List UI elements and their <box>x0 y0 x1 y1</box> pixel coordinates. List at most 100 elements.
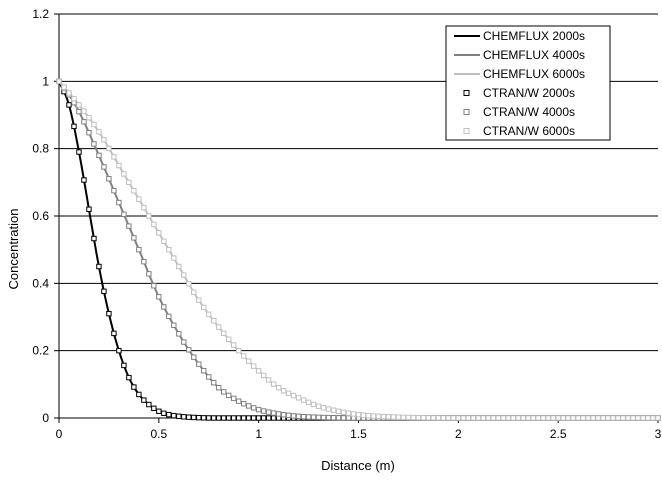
series-marker-4 <box>116 199 122 206</box>
series-marker-4 <box>275 411 282 417</box>
series-marker-4 <box>141 258 147 265</box>
series-marker-4 <box>236 398 242 404</box>
x-tick-label: 0 <box>56 427 63 441</box>
y-tick-label: 0.4 <box>32 276 49 290</box>
series-marker-5 <box>151 221 157 228</box>
legend-label: CHEMFLUX 4000s <box>483 48 585 62</box>
series-marker-5 <box>255 368 262 374</box>
series-marker-4 <box>335 415 342 421</box>
series-marker-5 <box>635 415 641 421</box>
series-marker-4 <box>290 413 297 419</box>
series-marker-3 <box>191 414 197 421</box>
series-marker-5 <box>221 330 227 337</box>
y-tick-label: 0 <box>42 411 49 425</box>
series-marker-4 <box>300 413 307 420</box>
series-marker-3 <box>206 415 212 421</box>
series-marker-4 <box>191 354 197 360</box>
legend-label: CHEMFLUX 2000s <box>483 29 585 43</box>
legend-label: CTRAN/W 4000s <box>483 105 575 119</box>
series-marker-5 <box>510 415 516 421</box>
legend: CHEMFLUX 2000s CHEMFLUX 4000s CHEMFLUX 600… <box>445 25 611 141</box>
series-marker-5 <box>310 401 317 408</box>
series-marker-4 <box>146 271 152 277</box>
series-marker-5 <box>485 415 491 421</box>
series-marker-4 <box>86 129 92 136</box>
series-marker-3 <box>106 310 112 317</box>
series-marker-4 <box>325 414 332 421</box>
series-marker-4 <box>81 119 87 125</box>
x-tick-label: 3 <box>655 427 662 441</box>
series-marker-4 <box>91 141 97 147</box>
y-axis-title: Concentration <box>6 209 21 290</box>
series-marker-5 <box>620 415 626 421</box>
series-marker-3 <box>186 414 192 420</box>
series-marker-3 <box>71 123 77 130</box>
series-marker-3 <box>126 374 132 381</box>
series-marker-5 <box>156 230 162 236</box>
series-marker-5 <box>186 281 192 287</box>
series-marker-3 <box>91 235 97 242</box>
series-marker-5 <box>141 204 147 211</box>
series-marker-4 <box>211 379 217 386</box>
series-marker-4 <box>310 414 317 420</box>
series-marker-5 <box>470 415 477 421</box>
series-marker-5 <box>315 403 322 409</box>
series-marker-5 <box>231 342 237 348</box>
legend-label: CTRAN/W 2000s <box>483 86 575 100</box>
series-marker-5 <box>370 413 377 419</box>
series-marker-4 <box>295 413 302 420</box>
series-marker-3 <box>171 412 177 419</box>
legend-marker-swatch <box>463 90 470 96</box>
series-marker-5 <box>285 390 292 396</box>
series-marker-5 <box>630 415 636 421</box>
series-marker-5 <box>280 388 287 394</box>
series-marker-5 <box>430 415 437 421</box>
series-marker-5 <box>645 415 651 421</box>
series-marker-5 <box>61 84 67 90</box>
series-marker-5 <box>260 372 267 379</box>
series-marker-5 <box>390 414 397 420</box>
series-marker-4 <box>240 401 247 407</box>
series-marker-5 <box>91 121 97 128</box>
series-marker-5 <box>121 171 127 177</box>
series-marker-5 <box>410 414 417 421</box>
series-marker-4 <box>305 414 312 420</box>
series-marker-5 <box>290 392 297 399</box>
series-marker-3 <box>131 384 137 390</box>
series-marker-5 <box>490 415 496 421</box>
series-marker-4 <box>231 395 237 402</box>
series-marker-5 <box>450 415 457 421</box>
series-marker-4 <box>181 339 187 345</box>
series-marker-5 <box>610 415 616 421</box>
series-marker-3 <box>255 415 262 421</box>
series-marker-4 <box>126 223 132 229</box>
series-marker-4 <box>201 368 207 374</box>
series-marker-5 <box>375 413 382 420</box>
series-marker-3 <box>226 415 232 421</box>
series-marker-4 <box>345 415 352 421</box>
series-marker-5 <box>345 410 352 416</box>
series-marker-5 <box>590 415 596 421</box>
series-marker-3 <box>250 415 257 421</box>
series-marker-5 <box>196 297 202 303</box>
legend-label: CTRAN/W 6000s <box>483 124 575 138</box>
series-marker-5 <box>400 414 407 421</box>
series-marker-5 <box>111 154 117 160</box>
series-marker-3 <box>111 330 117 337</box>
series-marker-4 <box>265 409 272 415</box>
series-marker-4 <box>250 405 257 411</box>
series-marker-4 <box>161 304 167 310</box>
series-marker-4 <box>245 403 252 409</box>
series-marker-5 <box>595 415 601 421</box>
series-marker-5 <box>330 407 337 413</box>
series-marker-5 <box>465 415 472 421</box>
series-marker-4 <box>216 385 222 391</box>
series-marker-3 <box>201 415 207 421</box>
series-marker-3 <box>86 206 92 212</box>
series-marker-5 <box>325 406 332 412</box>
series-marker-5 <box>176 263 182 270</box>
x-tick-label: 1.5 <box>350 427 367 441</box>
series-marker-5 <box>106 145 112 151</box>
series-marker-5 <box>360 412 367 418</box>
series-marker-4 <box>166 313 172 320</box>
